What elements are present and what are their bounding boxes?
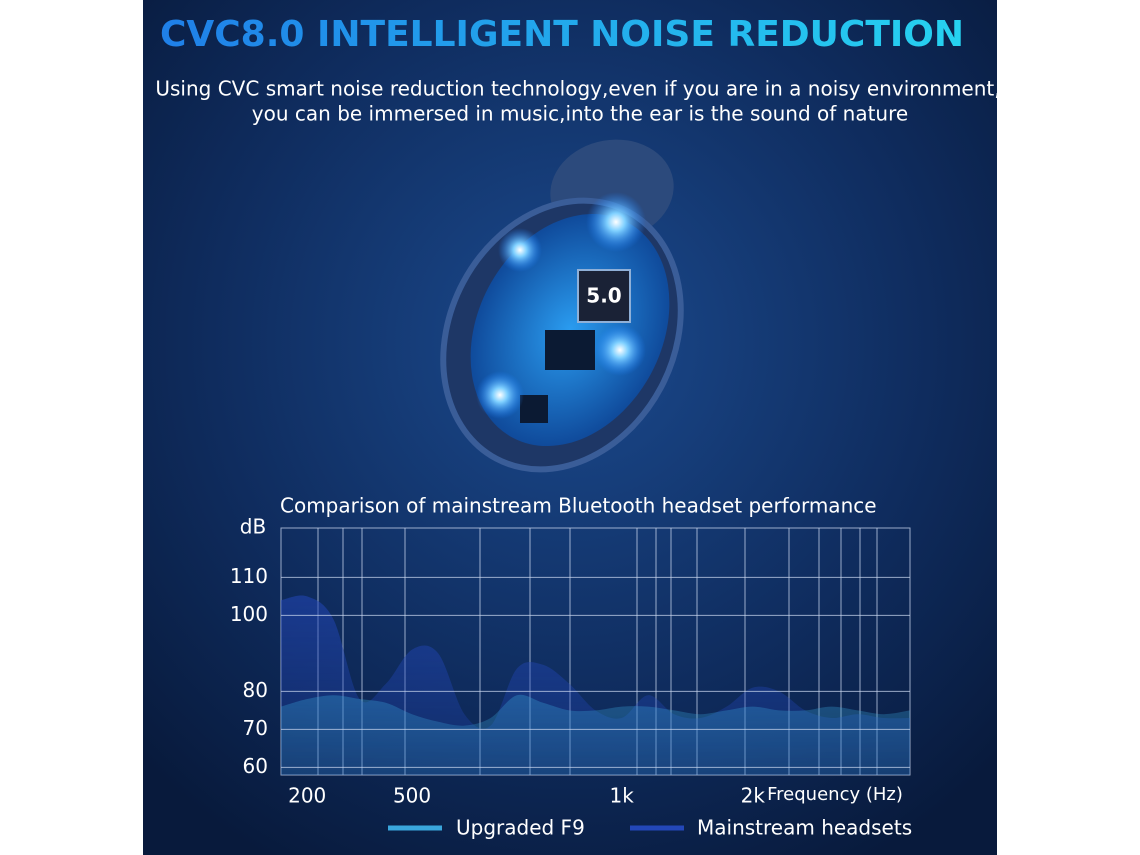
x-tick-label: 200 <box>288 784 326 808</box>
y-tick-label: 80 <box>243 678 268 702</box>
headline: CVC8.0 INTELLIGENT NOISE REDUCTION <box>160 14 964 55</box>
earbud: 5.0 <box>440 139 684 473</box>
y-axis-label: dB <box>240 515 266 539</box>
chart-title: Comparison of mainstream Bluetooth heads… <box>280 494 877 518</box>
y-tick-label: 110 <box>230 564 268 588</box>
x-tick-label: 2k <box>741 784 766 808</box>
y-tick-label: 60 <box>243 754 268 778</box>
legend-label: Mainstream headsets <box>697 816 912 840</box>
subtitle: you can be immersed in music,into the ea… <box>252 102 908 126</box>
x-tick-label: 1k <box>610 784 635 808</box>
chip-label: 5.0 <box>586 284 621 308</box>
y-tick-label: 70 <box>243 716 268 740</box>
area <box>281 694 910 775</box>
subtitle: Using CVC smart noise reduction technolo… <box>155 77 1000 101</box>
x-axis-label: Frequency (Hz) <box>767 784 903 805</box>
x-tick-label: 500 <box>393 784 431 808</box>
legend-label: Upgraded F9 <box>456 816 585 840</box>
y-tick-label: 100 <box>230 602 268 626</box>
plot <box>281 595 910 775</box>
